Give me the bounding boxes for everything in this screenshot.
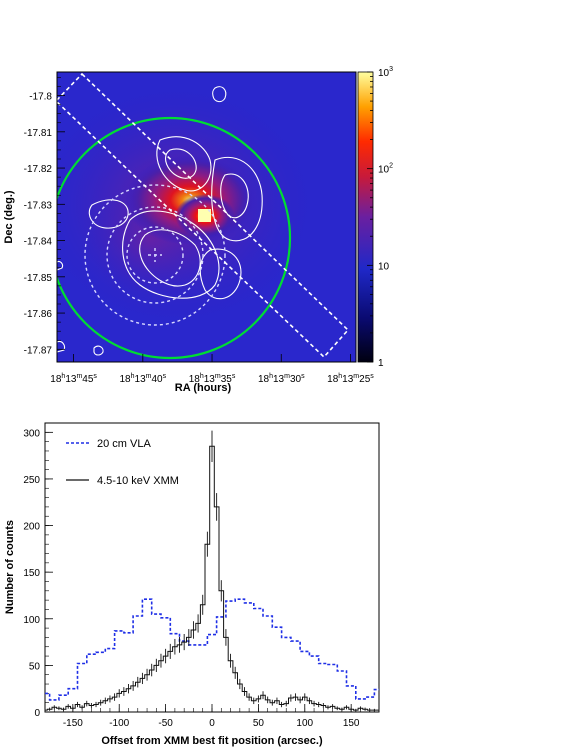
hist-y-tick-label: 50 <box>29 661 41 672</box>
map-x-tick-label: 18h13m45s <box>50 373 97 385</box>
histogram-panel: -150 -100 -50 0 50 100 150 0 50 100 150 200 250 300 2… <box>4 422 380 747</box>
hist-y-tick-label: 250 <box>23 475 40 486</box>
hist-x-tick-label: 150 <box>343 718 360 729</box>
map-y-label: Dec (deg.) <box>3 190 15 244</box>
map-y-tick-label: -17.86 <box>24 309 53 320</box>
colorbar-tick-label: 10 <box>378 261 390 272</box>
hist-x-tick-label: -150 <box>63 718 83 729</box>
colorbar-tick-label: 103 <box>378 66 393 79</box>
map-x-tick-label: 18h13m30s <box>258 373 305 385</box>
vla-step-line <box>45 598 379 701</box>
map-x-tick-label: 18h13m35s <box>189 373 236 385</box>
legend-vla-label: 20 cm VLA <box>97 438 151 450</box>
map-x-tick-label: 18h13m25s <box>327 373 374 385</box>
map-y-tick-label: -17.81 <box>24 128 53 139</box>
hist-y-label: Number of counts <box>4 520 16 614</box>
colorbar: 1 10 102 103 <box>357 66 393 369</box>
hist-y-tick-label: 300 <box>23 428 40 439</box>
background-regions <box>84 184 226 326</box>
map-y-tick-label: -17.82 <box>24 164 53 175</box>
map-x-label: RA (hours) <box>175 382 232 394</box>
hist-x-tick-label: 100 <box>296 718 313 729</box>
hist-x-tick-label: -50 <box>158 718 173 729</box>
map-y-tick-label: -17.85 <box>24 273 53 284</box>
source-circle <box>57 116 292 360</box>
legend-xmm-label: 4.5-10 keV XMM <box>97 475 179 487</box>
heatmap-image <box>57 72 356 362</box>
colorbar-tick-label: 102 <box>378 163 393 176</box>
histogram-frame <box>44 422 380 713</box>
hist-y-tick-label: 200 <box>23 522 40 533</box>
map-x-axis: 18h13m45s 18h13m40s 18h13m35s 18h13m30s 18h1… <box>50 354 374 385</box>
hist-y-tick-label: 0 <box>34 708 40 719</box>
peak-pixel <box>198 209 211 222</box>
colorbar-tick-label: 1 <box>378 358 384 369</box>
map-y-tick-label: -17.83 <box>24 200 53 211</box>
hist-x-label: Offset from XMM best fit position (arcse… <box>101 735 323 747</box>
extraction-box <box>57 72 350 359</box>
hist-x-tick-label: -100 <box>109 718 129 729</box>
map-y-tick-label: -17.87 <box>24 345 53 356</box>
map-y-tick-label: -17.8 <box>29 92 52 103</box>
map-y-axis: -17.8 -17.81 -17.82 -17.83 -17.84 -17.85 -17.8… <box>24 77 65 356</box>
hist-x-tick-label: 50 <box>253 718 265 729</box>
histogram-series <box>44 430 380 712</box>
hist-y-tick-label: 100 <box>23 615 40 626</box>
map-x-tick-label: 18h13m40s <box>120 373 167 385</box>
legend: 20 cm VLA 4.5-10 keV XMM <box>66 438 179 487</box>
hist-y-tick-label: 150 <box>23 568 40 579</box>
xmm-step-line <box>45 445 379 711</box>
map-y-tick-label: -17.84 <box>24 237 53 248</box>
map-frame <box>56 71 357 363</box>
hist-x-tick-label: 0 <box>209 718 215 729</box>
